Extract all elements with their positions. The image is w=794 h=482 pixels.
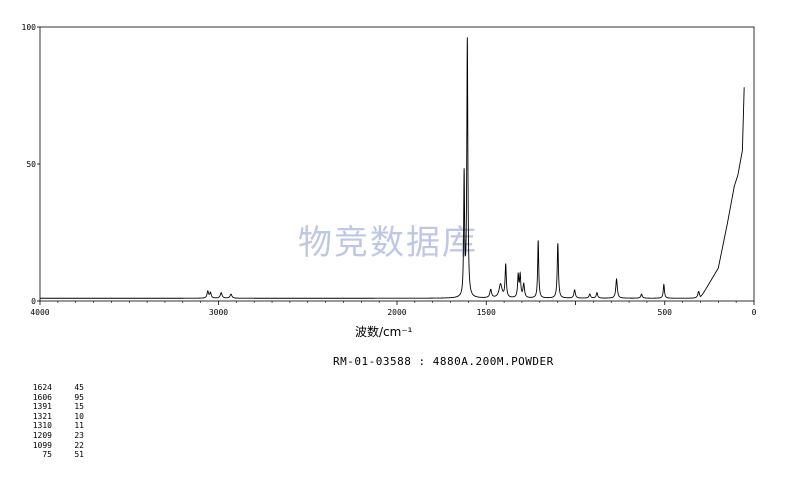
peak-intensity: 23 <box>74 430 84 440</box>
y-tick-label: 0 <box>31 297 36 306</box>
x-tick-label: 4000 <box>30 308 49 317</box>
peak-table-row: 1209 23 <box>14 431 84 441</box>
peak-table-row: 1099 22 <box>14 441 84 451</box>
peak-intensity: 95 <box>74 392 84 402</box>
sample-id-label: RM-01-03588 : 4880A.200M.POWDER <box>333 355 554 368</box>
axis-ticks: 4000 3000 2000 1500 500 0 0 50 100 <box>22 23 757 317</box>
y-tick-label: 100 <box>22 23 37 32</box>
peak-table-row: 1606 95 <box>14 393 84 403</box>
peak-intensity: 10 <box>74 411 84 421</box>
peak-wavenumber: 1310 <box>32 421 52 431</box>
peak-wavenumber: 1391 <box>32 402 52 412</box>
x-tick-label: 2000 <box>387 308 406 317</box>
peak-wavenumber: 1321 <box>32 411 52 421</box>
peak-wavenumber: 75 <box>42 450 52 460</box>
peak-intensity: 51 <box>74 450 84 460</box>
peak-table-row: 75 51 <box>14 450 84 460</box>
x-tick-label: 500 <box>658 308 673 317</box>
peak-intensity: 15 <box>74 402 84 412</box>
y-tick-label: 50 <box>26 160 36 169</box>
peak-wavenumber: 1624 <box>32 383 52 392</box>
peak-intensity: 45 <box>74 383 84 392</box>
spectrum-line <box>40 37 745 299</box>
x-tick-label: 3000 <box>209 308 228 317</box>
peak-wavenumber: 1209 <box>32 430 52 440</box>
peak-intensity: 11 <box>74 421 84 431</box>
peak-table-row: 1624 45 <box>14 383 84 393</box>
peak-table-row: 1310 11 <box>14 421 84 431</box>
peak-wavenumber: 1099 <box>32 440 52 450</box>
watermark: 物竞数据库 <box>298 223 478 263</box>
x-axis-label: 波数/cm⁻¹ <box>355 324 413 339</box>
peak-table-row: 1391 15 <box>14 402 84 412</box>
x-tick-label: 1500 <box>477 308 496 317</box>
x-tick-label: 0 <box>752 308 757 317</box>
peak-table-row: 1321 10 <box>14 412 84 422</box>
peak-intensity: 22 <box>74 440 84 450</box>
peak-wavenumber: 1606 <box>32 392 52 402</box>
